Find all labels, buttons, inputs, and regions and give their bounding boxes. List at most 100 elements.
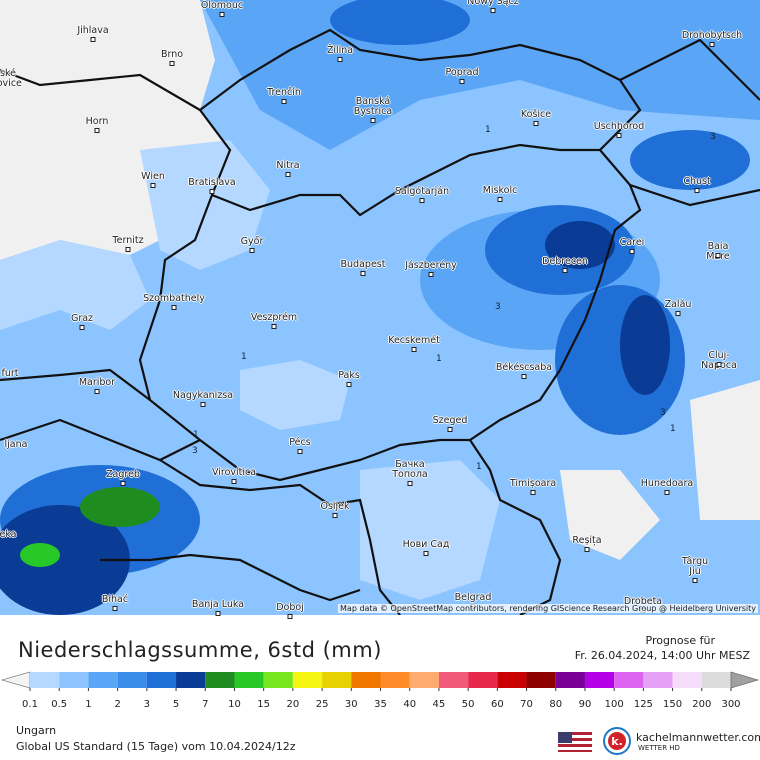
light-area — [0, 240, 150, 330]
brand-sub: WETTER HD — [638, 744, 680, 752]
legend-label: 125 — [634, 699, 653, 710]
legend-swatch — [234, 672, 264, 688]
city-label: Paks — [338, 370, 360, 381]
contour-label: 3 — [660, 408, 666, 418]
city-label: eka — [0, 529, 17, 540]
colorbar: 0.1 0.5 1 2 3 5 7 10 15 20 25 30 35 40 45 50 60 70 80 90 100… — [0, 671, 760, 710]
legend-swatch — [497, 672, 527, 688]
dry-area — [690, 380, 760, 520]
city-marker — [112, 606, 118, 611]
contour-label: 3 — [710, 132, 716, 142]
border — [138, 143, 642, 482]
city-marker — [694, 188, 700, 193]
legend-label: 90 — [579, 699, 592, 710]
border — [0, 68, 232, 196]
city-marker — [533, 121, 539, 126]
legend-swatch — [409, 672, 439, 688]
city-label: Drobeta — [623, 596, 663, 607]
city-label: Horn — [85, 116, 109, 127]
legend-label: 1 — [85, 699, 91, 710]
legend-swatch — [117, 672, 147, 688]
legend-label: 0.1 — [22, 699, 38, 710]
legend-swatch — [526, 672, 556, 688]
city-label: Kecskemét — [388, 335, 440, 346]
city-marker — [419, 198, 425, 203]
city-label: Nitra — [276, 160, 300, 171]
brand-name: kachelmannwetter.com — [636, 731, 760, 744]
city-label: Banja Luka — [191, 599, 245, 610]
city-marker — [120, 481, 126, 486]
border — [159, 459, 401, 615]
city-marker — [584, 547, 590, 552]
legend-label: 45 — [433, 699, 446, 710]
forecast-label: Prognose für — [645, 634, 716, 647]
city-marker — [675, 311, 681, 316]
city-marker — [169, 61, 175, 66]
city-label: Hunedoara — [640, 478, 694, 489]
city-label: Ternitz — [112, 235, 144, 246]
legend-label: 50 — [462, 699, 475, 710]
legend-under — [0, 671, 31, 689]
legend-label: 40 — [403, 699, 416, 710]
city-marker — [297, 449, 303, 454]
city-label: Chust — [683, 176, 711, 187]
legend-label: 7 — [202, 699, 208, 710]
svg-text:k.: k. — [611, 735, 623, 748]
city-marker — [215, 611, 221, 616]
heavy-area — [620, 295, 670, 395]
legend-label: 200 — [692, 699, 711, 710]
border — [199, 28, 760, 111]
heavy-area — [545, 221, 615, 269]
city-marker — [370, 118, 376, 123]
city-marker — [360, 271, 366, 276]
city-marker — [285, 172, 291, 177]
legend-swatch — [322, 672, 352, 688]
city-marker — [332, 513, 338, 518]
region: Ungarn — [16, 724, 57, 737]
model-run: Global US Standard (15 Tage) vom 10.04.2… — [16, 740, 296, 753]
legend-label: 150 — [663, 699, 682, 710]
legend-label: 25 — [316, 699, 329, 710]
legend-label: 100 — [605, 699, 624, 710]
city-marker — [281, 99, 287, 104]
city-marker — [629, 249, 635, 254]
city-marker — [94, 128, 100, 133]
city-label: Poprad — [445, 67, 479, 78]
city-marker — [411, 347, 417, 352]
city-marker — [209, 189, 215, 194]
city-marker — [337, 57, 343, 62]
wet-area — [330, 0, 470, 45]
city-marker — [530, 490, 536, 495]
city-marker — [562, 268, 568, 273]
city-marker — [346, 382, 352, 387]
city-label: Nowy Sącz — [467, 0, 519, 7]
legend-swatch — [176, 672, 206, 688]
border — [599, 79, 642, 151]
legend-swatch — [146, 672, 177, 688]
border — [0, 418, 201, 462]
city-label: Salgótarján — [394, 186, 450, 197]
city-marker — [428, 272, 434, 277]
legend-swatch — [701, 672, 731, 688]
contour-label: 1 — [436, 354, 442, 364]
legend-swatch — [59, 672, 89, 688]
city-label: Бачка Топола — [392, 459, 428, 480]
heavy-area — [0, 505, 130, 615]
contour-label: 1 — [476, 462, 482, 472]
city-label: Debrecen — [542, 256, 588, 267]
legend-swatch — [88, 672, 118, 688]
legend-label: 20 — [287, 699, 300, 710]
flag-icon — [558, 732, 592, 752]
city-marker — [716, 362, 722, 367]
border — [469, 439, 562, 615]
city-label: Jászberény — [405, 260, 457, 271]
light-area — [240, 360, 350, 430]
city-marker — [616, 133, 622, 138]
legend-over — [730, 671, 760, 689]
legend-label: 2 — [114, 699, 120, 710]
contour-label: 1 — [193, 430, 199, 440]
city-label: Košice — [520, 109, 552, 120]
precip-map — [0, 0, 760, 615]
city-label: Baia Mare — [706, 241, 730, 262]
city-label: Cluj-Napoca — [701, 350, 737, 371]
